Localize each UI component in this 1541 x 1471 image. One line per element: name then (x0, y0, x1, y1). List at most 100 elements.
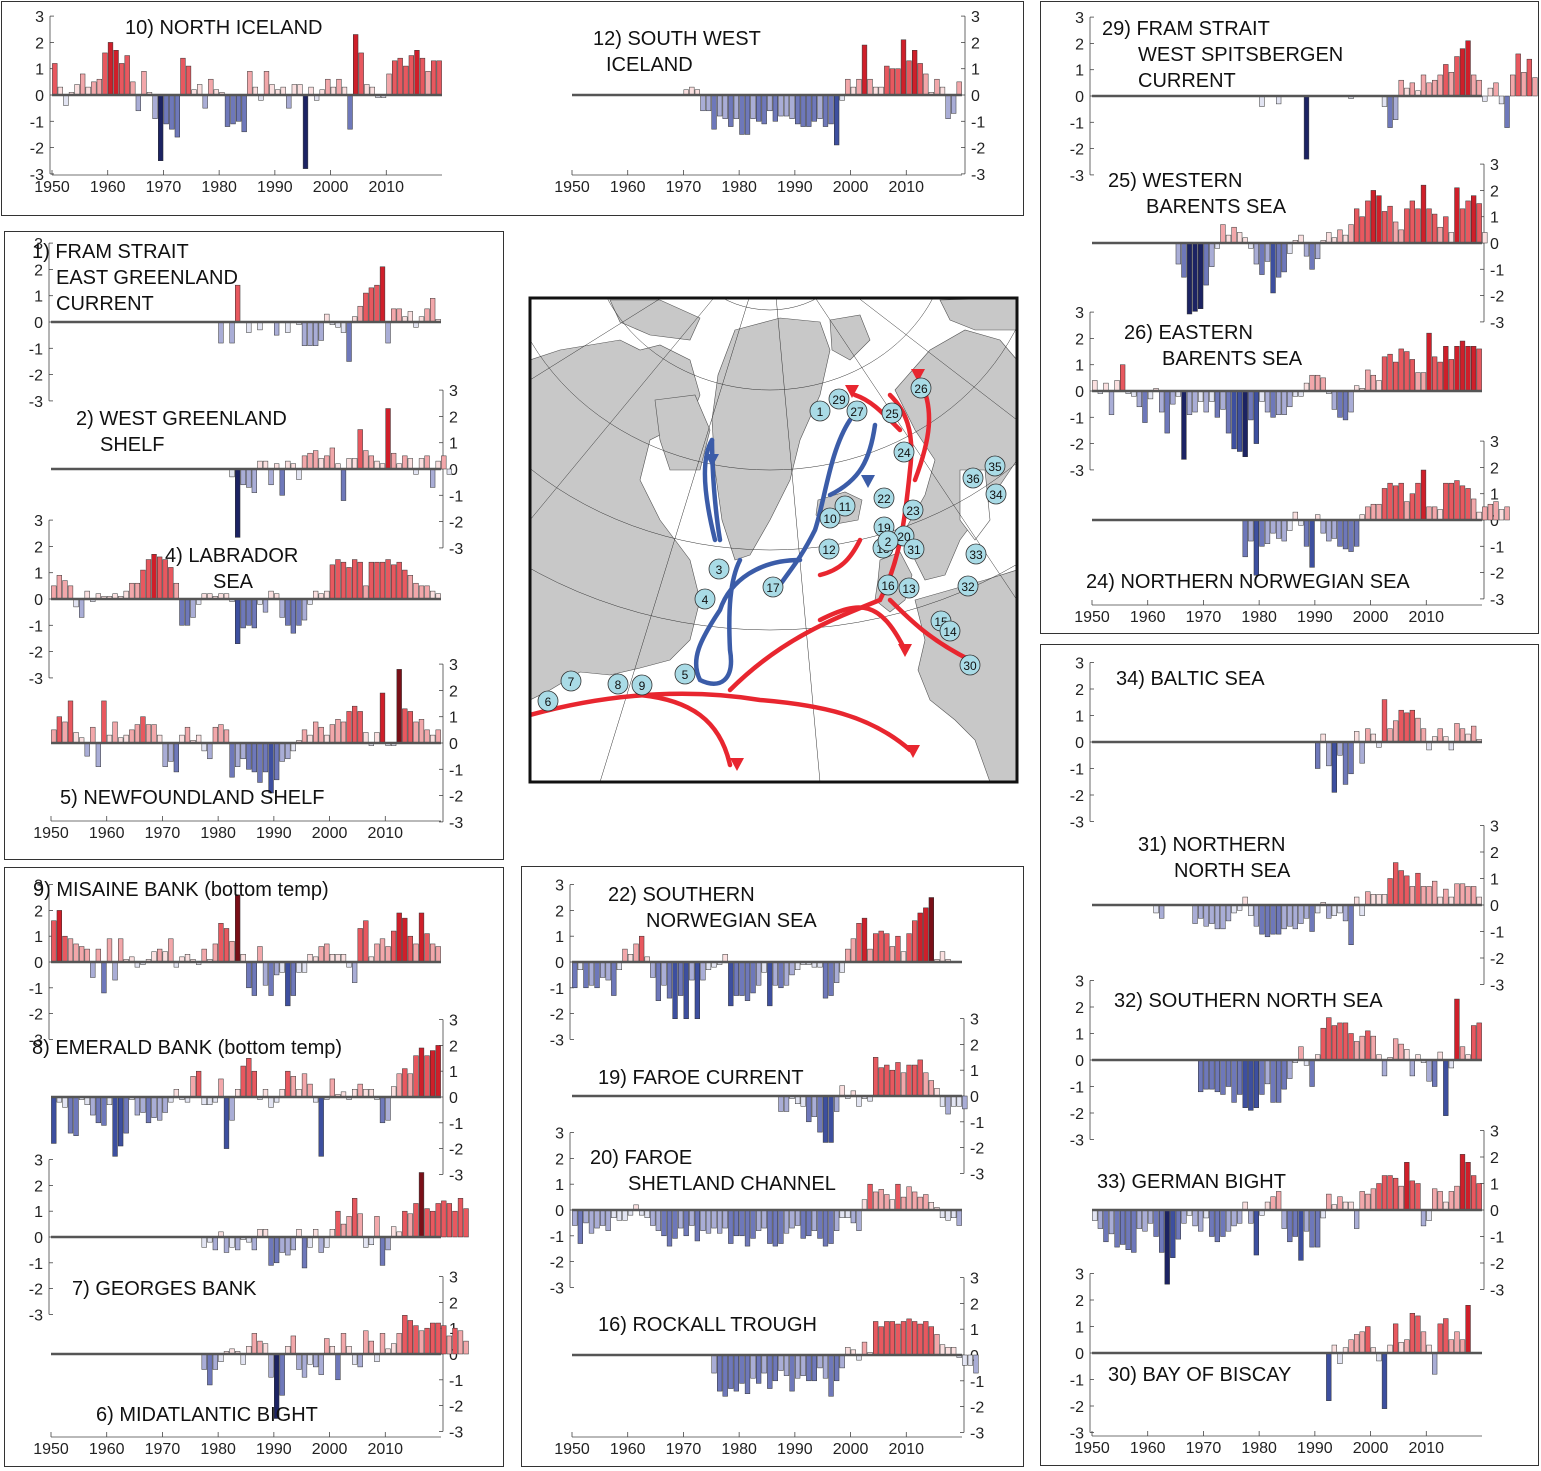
bar (1521, 72, 1527, 97)
bar (1114, 380, 1120, 392)
station-label: 30 (963, 659, 977, 673)
bar (722, 1209, 728, 1229)
bar (407, 1073, 413, 1098)
bar (789, 94, 795, 119)
bar (884, 1321, 890, 1356)
bar (873, 1057, 879, 1097)
y-tick-label: 3 (1075, 1267, 1084, 1284)
station-circle (957, 575, 979, 597)
station-label: 27 (850, 405, 864, 419)
bar (446, 468, 452, 475)
panel-2: 3 2 1 0 -1 -2 -3 2) WEST GREENLAND SHELF (51, 383, 463, 558)
station-circle (877, 574, 899, 596)
bar (318, 946, 324, 963)
bar (414, 50, 420, 96)
latitude-line (530, 326, 1017, 471)
panel-title: 9) MISAINE BANK (bottom temp) (33, 879, 329, 901)
bar (1359, 904, 1365, 916)
bar (778, 1209, 784, 1244)
bar (424, 585, 430, 600)
bar (324, 1338, 330, 1355)
bar (700, 1209, 706, 1231)
bar (374, 943, 380, 963)
y-tick-label: 2 (449, 409, 458, 426)
bar (430, 943, 436, 963)
bar (1387, 878, 1393, 906)
bar (1203, 904, 1209, 927)
bar (744, 1209, 751, 1247)
bar (1482, 232, 1488, 244)
bar (956, 81, 962, 96)
bar (778, 1354, 784, 1371)
bar (700, 94, 706, 112)
bar (1515, 53, 1521, 97)
bar (1320, 1027, 1326, 1061)
bar (1459, 728, 1466, 743)
latitude-line (530, 462, 1017, 551)
y-tick-label: -3 (29, 671, 43, 688)
warm-current-arrow (817, 605, 908, 653)
station-circle (984, 455, 1006, 477)
bar (594, 961, 600, 989)
bar (279, 742, 285, 762)
bar (962, 1354, 968, 1366)
bar (1398, 348, 1404, 392)
bar (1198, 242, 1204, 309)
y-tick-label: 2 (1075, 1000, 1084, 1017)
bar (268, 1236, 274, 1266)
bar (1409, 886, 1415, 906)
bar (408, 55, 414, 96)
bar (268, 468, 274, 486)
bar (262, 1343, 269, 1355)
x-axis: 1950 1960 1970 1980 1990 2000 2010 (33, 1432, 441, 1458)
y-tick-label: 3 (35, 9, 44, 26)
bar (1415, 1183, 1421, 1211)
bar (353, 34, 359, 96)
bar (1092, 380, 1098, 392)
bar (118, 1096, 124, 1147)
bar (1398, 482, 1404, 521)
bar (241, 94, 247, 133)
bar (407, 1213, 413, 1238)
station-marker: 34 (985, 483, 1007, 505)
bar (1465, 488, 1471, 521)
bar (1331, 1025, 1337, 1061)
y-tick-label: 1 (449, 436, 458, 453)
y-tick-label: 2 (555, 903, 564, 920)
bar (407, 575, 413, 600)
bar (102, 52, 108, 96)
bar (218, 321, 224, 344)
panel-7: 3 2 1 0 -1 -2 -3 7) GEORGES BANK (29, 1153, 469, 1324)
bar (1253, 242, 1259, 265)
bar (135, 94, 141, 112)
station-label: 29 (832, 393, 846, 407)
bar (800, 1209, 806, 1239)
y-tick-label: 0 (555, 1203, 564, 1220)
bar (1465, 1305, 1471, 1354)
station-marker: 24 (893, 441, 915, 463)
bar (364, 84, 370, 96)
bar (605, 961, 611, 981)
bar (251, 742, 257, 773)
bar (407, 311, 413, 323)
bar (285, 961, 291, 1007)
bar (1404, 875, 1410, 906)
bar (403, 65, 409, 96)
bar (1237, 1059, 1243, 1095)
bar (1348, 1033, 1354, 1061)
bar (761, 94, 767, 125)
landmass (609, 299, 701, 341)
bar (251, 1333, 257, 1355)
bar (1248, 519, 1254, 542)
cold-current-arrowhead (861, 475, 875, 488)
bar (441, 1200, 447, 1238)
y-tick-label: 2 (1075, 36, 1084, 53)
bar (1164, 1209, 1170, 1285)
bar (291, 84, 297, 96)
bar (1337, 1022, 1343, 1061)
bar (1432, 880, 1438, 906)
bar (307, 1236, 313, 1248)
panel-9: 3 2 1 0 -1 -2 -3 9) MISAINE BANK (bottom temp) (29, 878, 441, 1049)
bar (1398, 1185, 1404, 1211)
x-axis: 1950 1960 1970 1980 1990 2000 2010 (554, 1432, 962, 1458)
